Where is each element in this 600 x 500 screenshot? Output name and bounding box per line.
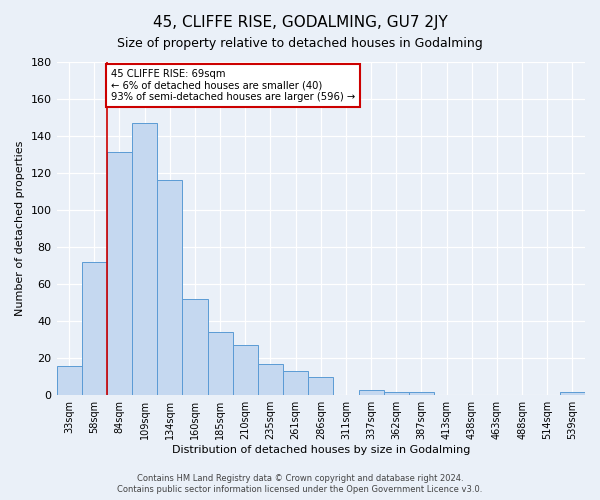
Bar — [383, 392, 409, 395]
Bar — [56, 366, 82, 395]
Bar — [359, 390, 383, 395]
Y-axis label: Number of detached properties: Number of detached properties — [15, 140, 25, 316]
Bar — [409, 392, 434, 395]
Bar — [233, 345, 258, 395]
Bar — [132, 122, 157, 395]
Bar — [107, 152, 132, 395]
Bar — [208, 332, 233, 395]
Text: Contains HM Land Registry data © Crown copyright and database right 2024.
Contai: Contains HM Land Registry data © Crown c… — [118, 474, 482, 494]
Bar — [283, 371, 308, 395]
X-axis label: Distribution of detached houses by size in Godalming: Distribution of detached houses by size … — [172, 445, 470, 455]
Text: 45 CLIFFE RISE: 69sqm
← 6% of detached houses are smaller (40)
93% of semi-detac: 45 CLIFFE RISE: 69sqm ← 6% of detached h… — [110, 69, 355, 102]
Bar — [182, 299, 208, 395]
Bar — [308, 376, 334, 395]
Bar — [82, 262, 107, 395]
Bar — [560, 392, 585, 395]
Bar — [258, 364, 283, 395]
Bar — [157, 180, 182, 395]
Text: Size of property relative to detached houses in Godalming: Size of property relative to detached ho… — [117, 38, 483, 51]
Text: 45, CLIFFE RISE, GODALMING, GU7 2JY: 45, CLIFFE RISE, GODALMING, GU7 2JY — [152, 15, 448, 30]
